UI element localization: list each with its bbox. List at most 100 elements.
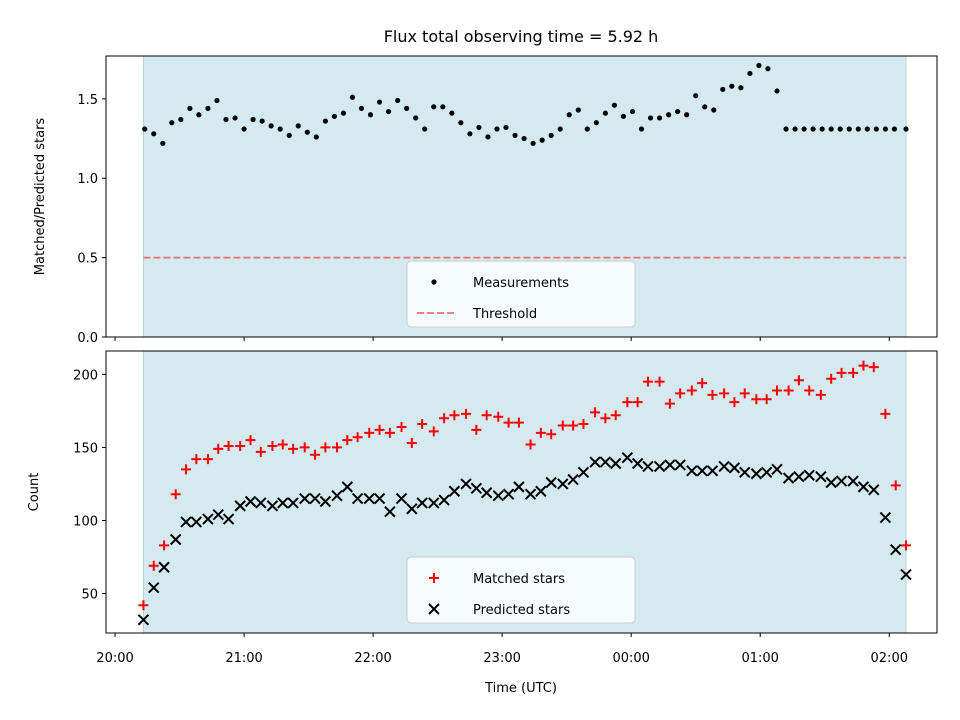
matched-stars-point — [719, 388, 730, 399]
measurement-point — [268, 123, 274, 129]
predicted-stars-point — [169, 533, 182, 546]
y-tick-label: 0.5 — [77, 252, 98, 267]
measurement-point — [458, 120, 464, 126]
predicted-stars-point — [244, 495, 257, 508]
matched-stars-point — [771, 385, 782, 396]
predicted-stars-point — [535, 485, 547, 497]
measurement-point — [638, 126, 645, 132]
matched-stars-point — [664, 398, 675, 409]
matched-stars-point — [170, 489, 181, 500]
measurement-point — [611, 102, 618, 108]
matched-stars-point — [213, 443, 224, 454]
matched-stars-point — [493, 411, 504, 422]
measurement-point — [693, 93, 699, 99]
matched-stars-point — [245, 435, 256, 446]
measurement-point — [819, 126, 825, 132]
measurement-point — [891, 126, 898, 132]
measurement-point — [584, 126, 590, 132]
matched-stars-point — [610, 410, 621, 421]
measurement-point — [485, 134, 491, 140]
measurement-point — [783, 126, 789, 132]
matched-stars-point — [654, 376, 665, 387]
predicted-stars-point — [460, 478, 472, 490]
legend-box — [406, 260, 636, 328]
legend: Matched stars Predicted stars — [406, 556, 636, 624]
predicted-stars-point — [277, 497, 289, 509]
y-tick-label: 100 — [73, 514, 98, 529]
predicted-stars-point — [470, 482, 483, 495]
predicted-stars-point — [416, 497, 428, 509]
measurement-point — [711, 107, 717, 113]
measurement-point — [196, 112, 202, 118]
predicted-stars-point — [793, 470, 805, 483]
measurement-point — [656, 115, 663, 121]
measurement-point — [395, 97, 401, 104]
legend-marker-measurements — [431, 279, 437, 285]
predicted-stars-point — [255, 497, 267, 509]
y-tick-label: 200 — [73, 368, 98, 383]
predicted-stars-point — [557, 478, 569, 490]
measurement-point — [557, 126, 563, 132]
x-tick-label: 22:00 — [354, 651, 391, 666]
x-tick-label: 00:00 — [612, 651, 649, 666]
predicted-stars-point — [395, 492, 408, 505]
matched-stars-point — [697, 378, 708, 389]
predicted-stars-point — [803, 469, 815, 481]
predicted-stars-point — [299, 492, 311, 505]
measurement-point — [422, 126, 428, 132]
measurement-point — [846, 126, 852, 132]
matched-stars-point — [890, 480, 901, 491]
measurement-point — [440, 104, 446, 110]
matched-stars-point — [590, 407, 601, 418]
matched-stars-point — [320, 442, 331, 453]
x-tick-label: 21:00 — [225, 651, 262, 666]
predicted-stars-point — [825, 476, 837, 489]
matched-stars-point — [471, 424, 482, 435]
measurement-point — [503, 124, 509, 131]
matched-stars-point — [288, 443, 299, 454]
matched-stars-point — [761, 394, 772, 405]
measurement-point — [295, 123, 301, 129]
matched-stars-point — [428, 426, 439, 437]
measurement-point — [340, 110, 347, 116]
measurement-point — [810, 126, 816, 132]
matched-stars-point — [826, 373, 837, 384]
measurement-point — [322, 118, 328, 124]
x-tick-label: 01:00 — [741, 651, 778, 666]
predicted-stars-point — [266, 500, 279, 512]
measurement-point — [512, 132, 518, 138]
y-tick-label: 150 — [73, 441, 98, 456]
legend: Measurements Threshold — [406, 260, 636, 328]
legend-marker-predicted — [428, 603, 440, 615]
predicted-stars-point — [438, 494, 450, 506]
predicted-stars-point — [448, 485, 461, 497]
predicted-stars-point — [728, 462, 741, 474]
matched-stars-point — [901, 540, 912, 551]
x-axis-ticks: 20:00 21:00 22:00 23:00 00:00 01:00 02:00 — [96, 337, 908, 666]
measurement-point — [358, 105, 365, 111]
predicted-stars-point — [341, 481, 354, 493]
predicted-stars-point — [287, 497, 299, 509]
legend-label: Predicted stars — [473, 603, 570, 618]
x-axis-label: Time (UTC) — [484, 681, 557, 696]
matched-stars-point — [267, 440, 278, 451]
matched-stars-point — [277, 439, 288, 450]
matched-stars-point — [783, 385, 794, 396]
measurement-point — [476, 124, 482, 131]
measurement-point — [801, 126, 807, 132]
predicted-stars-point — [351, 492, 364, 505]
predicted-stars-point — [480, 487, 493, 499]
predicted-stars-point — [760, 466, 773, 478]
predicted-stars-point — [148, 581, 160, 594]
y-axis-label: Count — [27, 473, 42, 512]
measurement-point — [702, 104, 708, 110]
y-axis-label: Matched/Predicted stars — [33, 118, 48, 276]
matched-stars-point — [525, 439, 536, 450]
matched-stars-point — [364, 427, 375, 438]
predicted-stars-point — [524, 488, 537, 500]
matched-stars-point — [417, 419, 428, 430]
predicted-stars-point — [847, 475, 859, 487]
measurement-point — [160, 140, 166, 146]
predicted-stars-point — [190, 516, 203, 528]
